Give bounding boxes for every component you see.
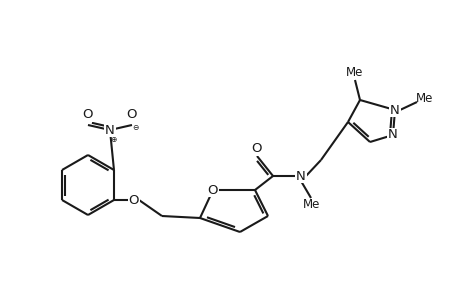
Text: N: N bbox=[296, 169, 305, 182]
Text: Me: Me bbox=[302, 197, 320, 211]
Text: N: N bbox=[105, 124, 115, 136]
Text: Me: Me bbox=[415, 92, 433, 106]
Text: O: O bbox=[129, 194, 139, 206]
Text: O: O bbox=[83, 109, 93, 122]
Text: ⊖: ⊖ bbox=[133, 124, 139, 133]
Text: N: N bbox=[389, 103, 399, 116]
Text: O: O bbox=[251, 142, 262, 155]
Text: O: O bbox=[207, 184, 218, 196]
Text: N: N bbox=[387, 128, 397, 142]
Text: O: O bbox=[127, 109, 137, 122]
Text: ⊕: ⊕ bbox=[111, 136, 117, 145]
Text: Me: Me bbox=[346, 67, 363, 80]
